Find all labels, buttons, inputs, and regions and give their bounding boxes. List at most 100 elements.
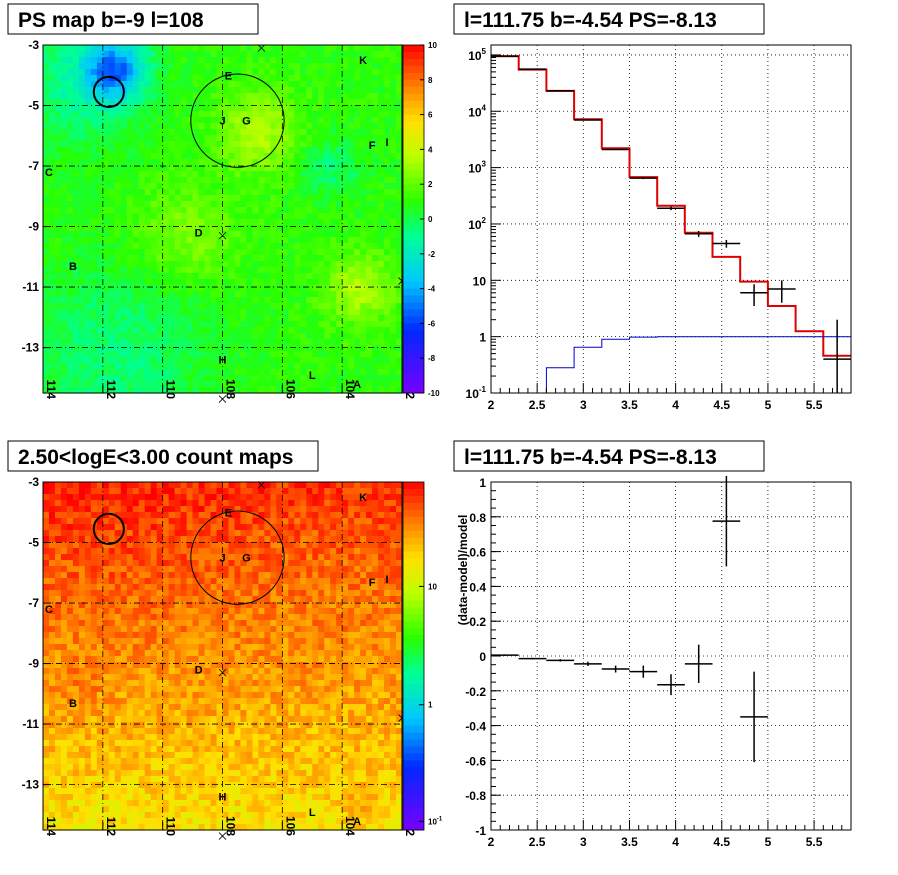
ps-map-cell [396, 381, 403, 388]
ps-map-cell [90, 51, 98, 58]
ps-map-cell [234, 165, 242, 172]
count-map-cell [174, 626, 182, 633]
count-map-cell [120, 662, 128, 669]
count-map-cell [43, 716, 50, 723]
ps-map-cell [78, 69, 86, 76]
ps-map-cell [43, 267, 50, 274]
count-map-cell [126, 596, 134, 603]
ps-map-cell [48, 51, 56, 58]
ps-map-cell [132, 201, 140, 208]
ps-map-cell [222, 141, 230, 148]
ps-map-cell [66, 231, 74, 238]
ps-map-cell [300, 93, 307, 100]
ps-map-cell [228, 315, 236, 322]
ps-map-cell [114, 171, 122, 178]
ps-map-cell [66, 249, 74, 256]
ps-map-cell [126, 87, 134, 94]
ps-map-cell [78, 315, 86, 322]
ps-map-cell [264, 357, 271, 364]
count-map-cell [43, 710, 50, 717]
ps-map-cell [318, 387, 325, 394]
count-map-cell [43, 632, 50, 639]
count-map-cell [102, 626, 110, 633]
ps-map-cell [390, 45, 397, 52]
ps-map-cell [96, 123, 104, 130]
ps-map-cell [102, 207, 110, 214]
ps-map-cell [246, 123, 254, 130]
ps-map-cell [120, 207, 128, 214]
ps-map-cell [288, 357, 295, 364]
ps-map-cell [84, 291, 92, 298]
ps-map-cell [306, 225, 313, 232]
count-map-cell [114, 500, 122, 507]
ps-map-cell [336, 117, 343, 124]
count-map-cell [126, 680, 134, 687]
ps-map-cell [192, 225, 200, 232]
ps-map-cell [66, 297, 74, 304]
count-map-cell [48, 794, 56, 801]
ps-map-cell [174, 87, 182, 94]
ps-map-cell [396, 207, 403, 214]
ps-map-cell [54, 153, 62, 160]
ps-map-cell [126, 297, 134, 304]
ps-map-cell [282, 147, 289, 154]
count-map-cell [114, 584, 122, 591]
ps-map-cell [234, 345, 242, 352]
count-map-cell [54, 812, 62, 819]
count-map-cell [78, 560, 86, 567]
ps-map-cell [282, 315, 289, 322]
count-map-cell [168, 632, 176, 639]
count-map-cell [168, 758, 176, 765]
ps-map-cell [132, 237, 140, 244]
ps-map-cell [234, 381, 242, 388]
count-map-cell [72, 584, 80, 591]
ps-map-cell [324, 129, 331, 136]
count-map-cell [162, 638, 170, 645]
count-map-cell [126, 578, 134, 585]
ps-map-cell [60, 189, 68, 196]
ps-map-cell [288, 387, 295, 394]
count-map-cell [132, 662, 140, 669]
ps-map-cell [43, 177, 50, 184]
ps-map-cell [102, 87, 110, 94]
ps-map-cell [72, 339, 80, 346]
ps-map-cell [372, 201, 379, 208]
ps-map-cell [114, 111, 122, 118]
count-map-cell [78, 722, 86, 729]
ps-map-cell [204, 177, 212, 184]
ps-map-cell [102, 309, 110, 316]
ps-map-cell [390, 309, 397, 316]
ps-map-cell [156, 321, 164, 328]
ps-map-cell [186, 219, 194, 226]
ps-map-cell [192, 219, 200, 226]
count-map-cell [180, 668, 188, 675]
ps-map-cell [252, 189, 259, 196]
ps-map-cell [210, 357, 218, 364]
ps-map-cell [210, 135, 218, 142]
ps-map-cell [96, 87, 104, 94]
ps-map-cell [312, 369, 319, 376]
ps-map-cell [372, 315, 379, 322]
ps-map-cell [108, 273, 116, 280]
ps-map-cell [258, 87, 265, 94]
count-map-cell [144, 782, 152, 789]
count-map-cell [108, 542, 116, 549]
ps-map-cell [342, 117, 349, 124]
ps-map-cell [276, 333, 283, 340]
count-map-cell [108, 578, 116, 585]
ps-map-cell [270, 363, 277, 370]
count-map-cell [102, 674, 110, 681]
ps-map-cell [372, 261, 379, 268]
ps-map-cell [66, 219, 74, 226]
count-map-cell [84, 584, 92, 591]
ps-map-cell [312, 333, 319, 340]
ps-map-cell [378, 231, 385, 238]
count-map-cell [162, 758, 170, 765]
ps-map-cell [294, 129, 301, 136]
ps-map-cell [168, 69, 176, 76]
ps-map-cell [198, 69, 206, 76]
ps-map-cell [144, 321, 152, 328]
ps-map-cell [264, 261, 271, 268]
ps-map-cell [372, 297, 379, 304]
ps-map-cell [258, 99, 265, 106]
